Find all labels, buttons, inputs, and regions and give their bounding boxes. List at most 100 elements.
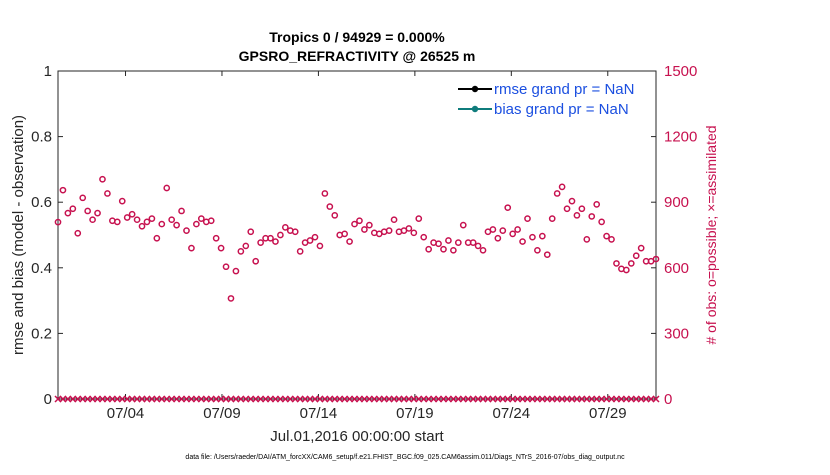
possible-obs-point [598, 218, 605, 226]
right-tick-label: 300 [664, 325, 689, 342]
chart-title: Tropics 0 / 94929 = 0.000% [269, 29, 445, 45]
possible-obs-point [242, 242, 250, 250]
possible-obs-point [543, 251, 551, 259]
legend-rmse-label: rmse grand pr = NaN [494, 81, 634, 98]
possible-obs-point [474, 242, 482, 250]
possible-obs-point [627, 260, 635, 267]
possible-obs-point [356, 217, 363, 225]
possible-obs-point [281, 223, 289, 231]
possible-obs-point [652, 255, 660, 263]
possible-obs-point [479, 246, 487, 254]
possible-obs-point [454, 239, 462, 247]
possible-obs-point [608, 236, 615, 243]
possible-obs-point [277, 231, 284, 239]
possible-obs-point [89, 216, 96, 224]
possible-obs-point [207, 217, 215, 225]
possible-obs-point [79, 194, 87, 202]
possible-obs-point [588, 213, 596, 220]
right-tick-label: 1200 [664, 129, 697, 146]
possible-obs-point [168, 216, 176, 224]
legend-bias-label: bias grand pr = NaN [494, 101, 629, 118]
possible-obs-point [212, 234, 220, 242]
x-tick-label: 07/19 [396, 405, 434, 422]
possible-obs-point [405, 225, 413, 232]
possible-obs-point [410, 229, 418, 237]
possible-obs-point [331, 211, 339, 219]
possible-obs-point [613, 260, 620, 267]
possible-obs-point [217, 244, 225, 252]
possible-obs-point [247, 228, 255, 236]
left-axis-label: rmse and bias (model - observation) [10, 115, 27, 355]
possible-obs-point [390, 216, 398, 224]
possible-obs-point [296, 248, 304, 255]
possible-obs-point [499, 227, 507, 234]
possible-obs-point [183, 227, 190, 234]
possible-obs-point [128, 210, 136, 218]
possible-obs-point [252, 257, 260, 265]
possible-obs-point [509, 230, 517, 238]
possible-obs-point [222, 263, 230, 271]
possible-obs-point [227, 295, 235, 302]
series-possible-obs [54, 175, 660, 302]
possible-obs-point [321, 190, 329, 197]
possible-obs-point [415, 215, 423, 222]
right-tick-label: 600 [664, 260, 689, 277]
possible-obs-point [316, 242, 324, 250]
possible-obs-point [153, 234, 161, 242]
possible-obs-point [524, 215, 531, 222]
right-tick-label: 0 [664, 391, 672, 408]
possible-obs-point [425, 245, 433, 253]
possible-obs-point [440, 245, 447, 253]
right-axis-label: # of obs: o=possible; ×=assimilated [703, 125, 719, 344]
possible-obs-point [351, 220, 358, 228]
possible-obs-point [341, 230, 348, 238]
possible-obs-point [94, 209, 101, 217]
x-tick-label: 07/29 [589, 405, 627, 422]
left-tick-label: 0.2 [31, 325, 52, 342]
possible-obs-point [148, 215, 156, 222]
possible-obs-point [138, 222, 146, 230]
possible-obs-point [494, 234, 502, 242]
left-tick-label: 1 [44, 63, 52, 80]
possible-obs-point [59, 186, 67, 194]
possible-obs-point [326, 203, 334, 210]
possible-obs-point [578, 205, 586, 213]
possible-obs-point [267, 234, 274, 242]
chart-subtitle: GPSRO_REFRACTIVITY @ 26525 m [239, 48, 476, 64]
possible-obs-point [158, 220, 166, 228]
possible-obs-point [583, 236, 591, 243]
x-axis-label: Jul.01,2016 00:00:00 start [270, 428, 444, 445]
possible-obs-point [548, 215, 556, 222]
possible-obs-point [163, 184, 171, 192]
possible-obs-point [469, 239, 477, 247]
series-assimilated-obs [54, 395, 660, 403]
possible-obs-point [306, 237, 314, 244]
x-axis-ticks: 07/04 07/09 07/14 07/19 07/24 07/29 [107, 71, 627, 422]
possible-obs-point [143, 218, 151, 226]
possible-obs-point [99, 175, 106, 183]
possible-obs-point [450, 246, 457, 254]
possible-obs-point [232, 267, 240, 275]
possible-obs-point [74, 229, 82, 237]
left-tick-label: 0.8 [31, 129, 52, 146]
possible-obs-point [385, 227, 393, 234]
possible-obs-point [123, 214, 131, 221]
possible-obs-point [632, 252, 640, 260]
possible-obs-point [197, 215, 205, 222]
legend-rmse-marker [471, 85, 479, 93]
possible-obs-point [558, 183, 566, 191]
possible-obs-point [563, 205, 571, 213]
possible-obs-point [84, 207, 92, 215]
possible-obs-point [519, 238, 526, 245]
possible-obs-point [272, 238, 279, 245]
right-tick-label: 1500 [664, 63, 697, 80]
possible-obs-point [188, 244, 195, 252]
possible-obs-point [237, 248, 245, 255]
possible-obs-point [113, 218, 121, 226]
right-axis-ticks: 0 300 600 900 1200 1500 [651, 63, 697, 408]
possible-obs-point [178, 207, 185, 215]
possible-obs-point [593, 201, 601, 208]
possible-obs-point [445, 237, 452, 244]
data-file-footer: data file: /Users/raeder/DAI/ATM_forcXX/… [185, 454, 625, 461]
right-tick-label: 900 [664, 194, 689, 211]
